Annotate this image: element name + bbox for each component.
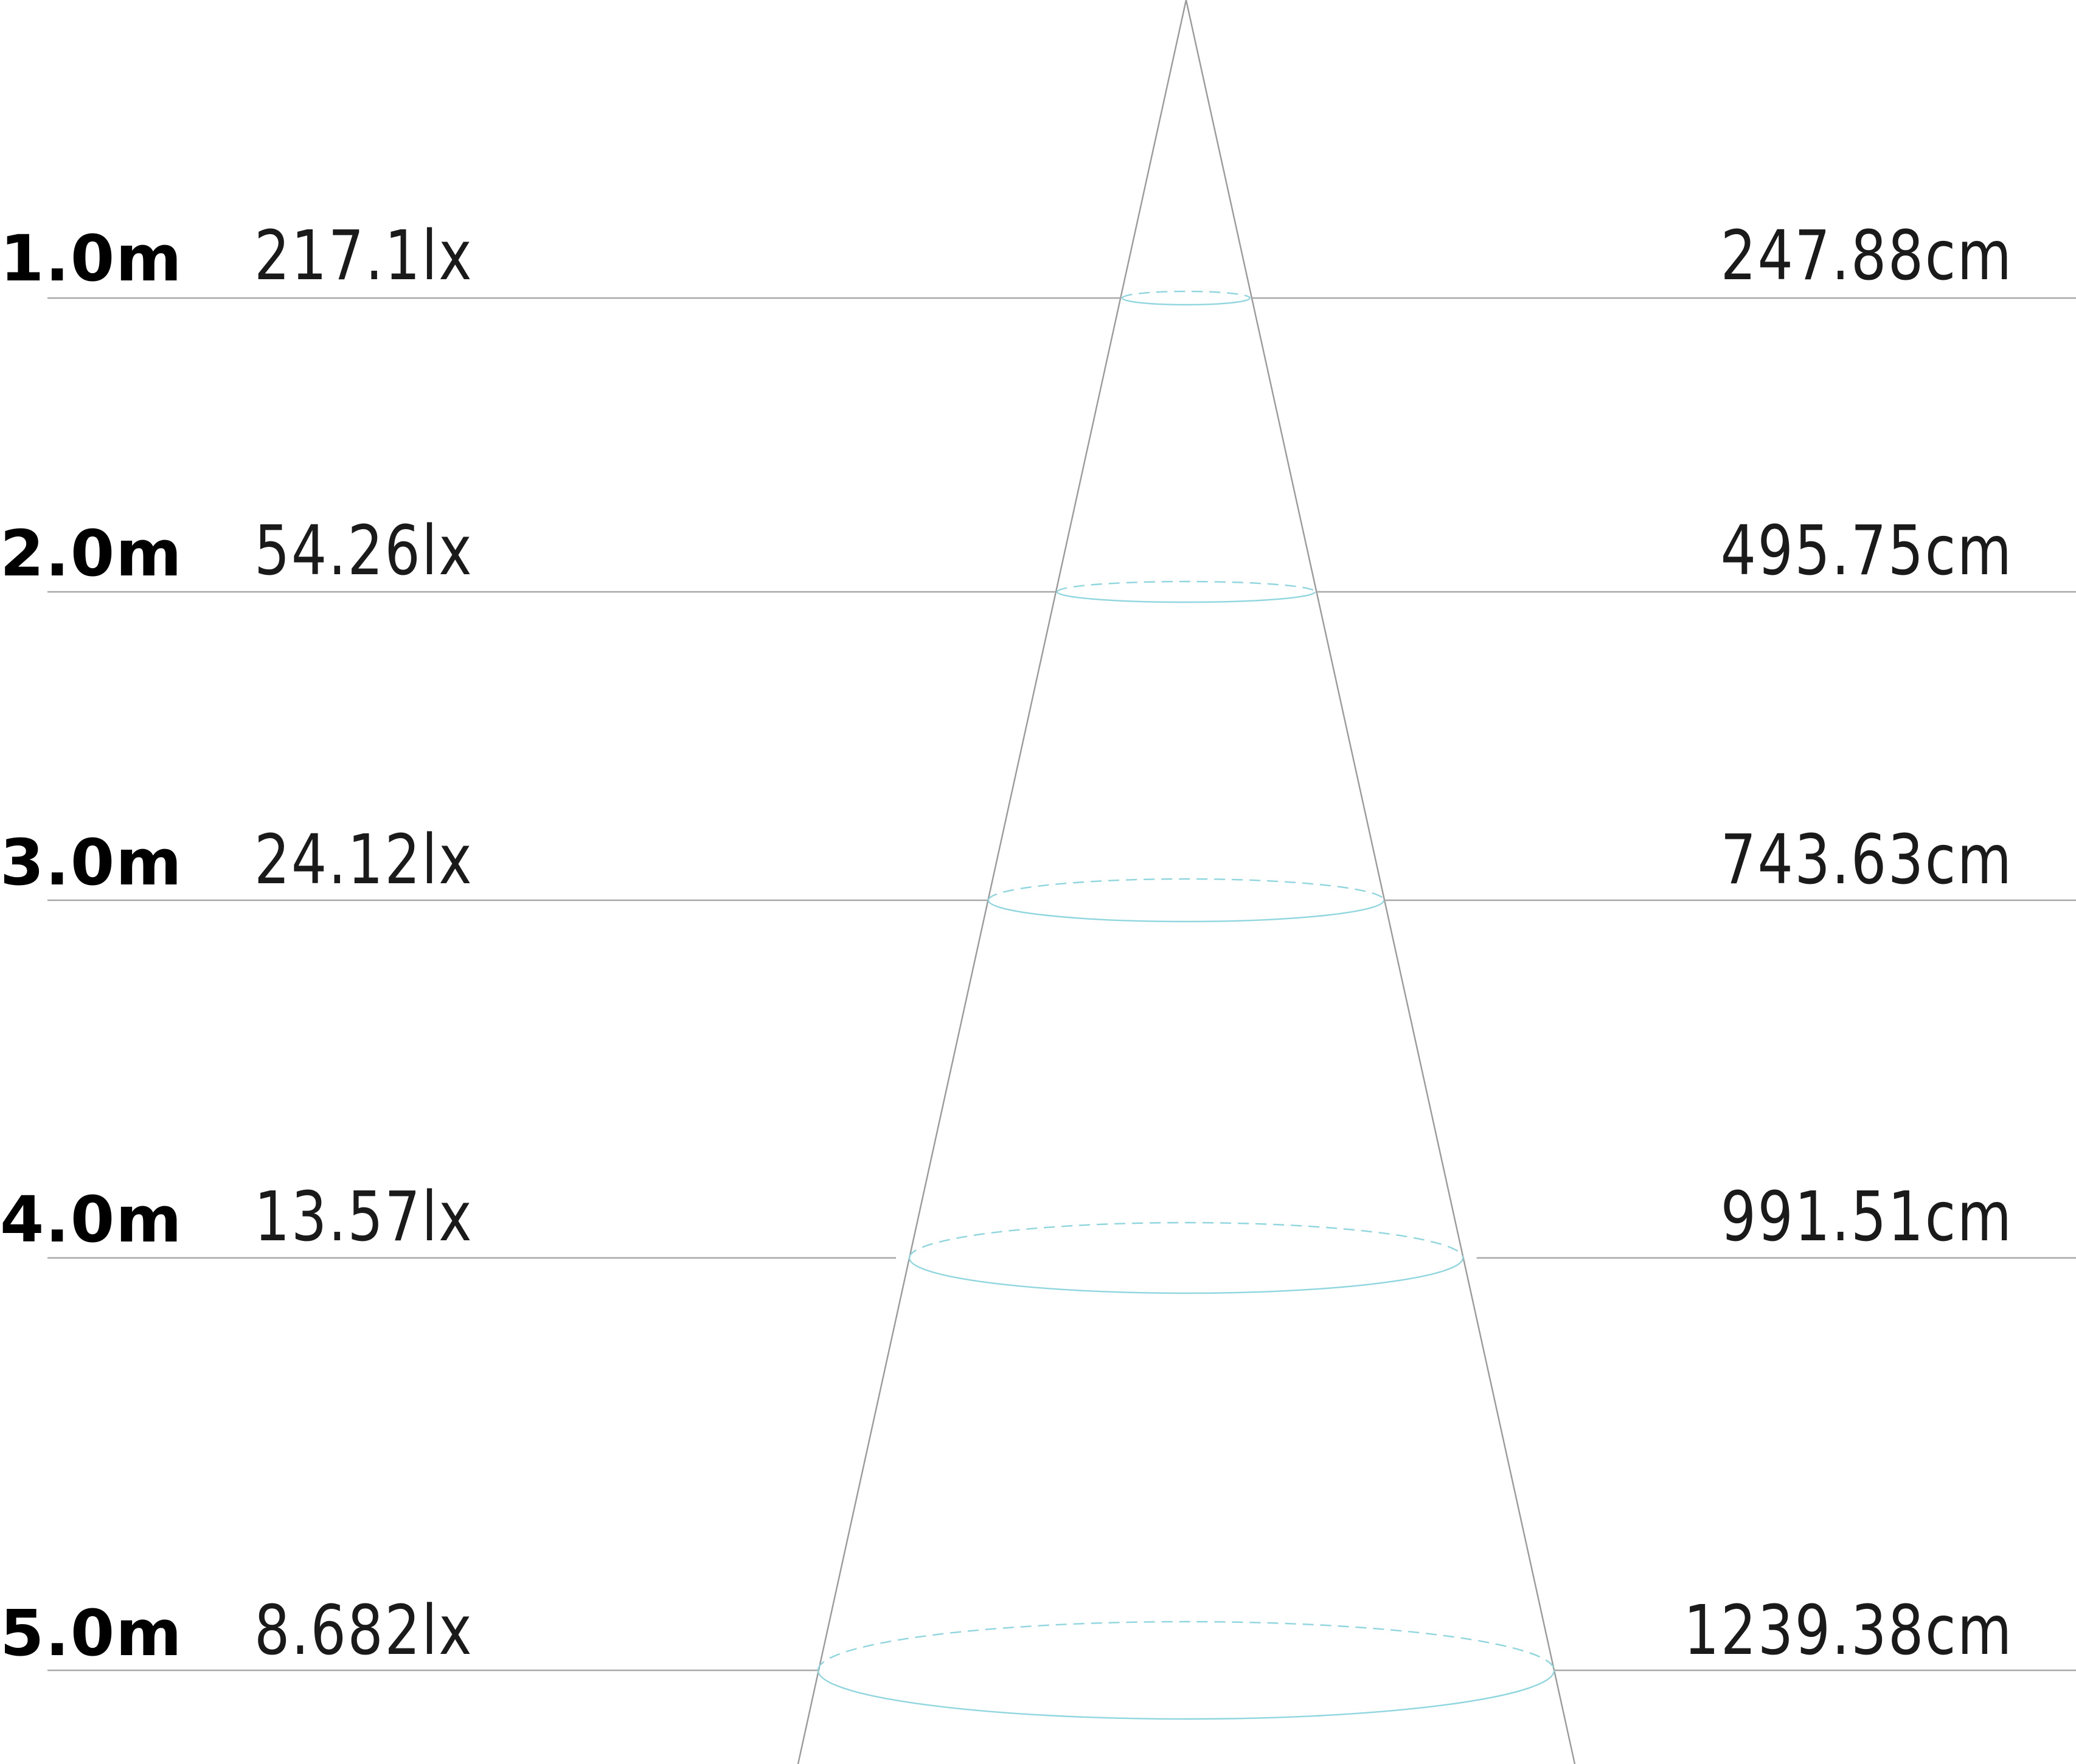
distance-label-4m: 4.0m <box>0 1182 183 1257</box>
illuminance-label-3m: 24.12lx <box>254 821 474 900</box>
illuminance-label-4m: 13.57lx <box>254 1178 474 1257</box>
beam-diameter-label-1m: 247.88cm <box>1721 217 2013 296</box>
distance-label-1m: 1.0m <box>0 221 183 296</box>
illuminance-label-1m: 217.1lx <box>254 217 474 296</box>
beam-diameter-label-2m: 495.75cm <box>1721 512 2013 591</box>
beam-spot-front-3m <box>987 900 1385 923</box>
beam-spot-front-5m <box>817 1670 1555 1720</box>
beam-diameter-label-3m: 743.63cm <box>1721 821 2013 900</box>
beam-spot-back-4m <box>908 1221 1464 1259</box>
beam-spot-front-2m <box>1056 591 1316 603</box>
beam-spot-front-4m <box>908 1257 1464 1294</box>
beam-diameter-label-5m: 1239.38cm <box>1684 1591 2013 1670</box>
distance-label-2m: 2.0m <box>0 516 183 591</box>
illuminance-label-5m: 8.682lx <box>254 1591 474 1670</box>
cone-left-edge <box>797 0 1187 1764</box>
beam-spot-back-3m <box>987 878 1385 901</box>
beam-spot-back-2m <box>1056 580 1316 592</box>
beam-spot-back-5m <box>817 1620 1555 1671</box>
level-graphics <box>47 290 2076 1720</box>
beam-spot-front-1m <box>1121 297 1251 306</box>
cone-right-edge <box>1185 0 1576 1764</box>
beam-diameter-label-4m: 991.51cm <box>1721 1178 2013 1257</box>
illuminance-label-2m: 54.26lx <box>254 512 474 591</box>
beam-spot-back-1m <box>1121 290 1251 299</box>
distance-label-3m: 3.0m <box>0 825 183 900</box>
distance-label-5m: 5.0m <box>0 1596 183 1670</box>
